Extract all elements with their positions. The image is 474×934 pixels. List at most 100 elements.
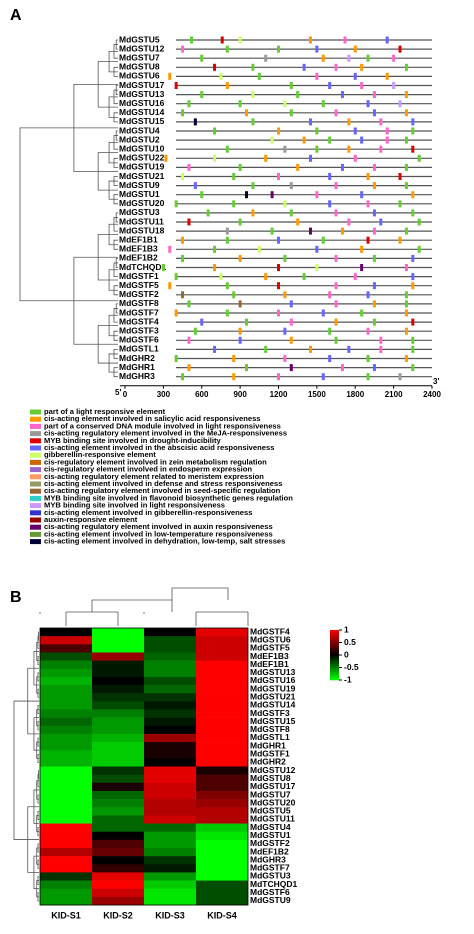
motif xyxy=(321,236,325,244)
motif xyxy=(366,173,370,180)
motif xyxy=(232,373,236,381)
heat-cell xyxy=(92,888,144,898)
motif xyxy=(315,145,319,153)
heat-cell xyxy=(196,782,248,792)
motif xyxy=(411,318,415,326)
motif xyxy=(164,154,168,162)
motif xyxy=(372,254,376,262)
legend-label: cis-acting regulatory element involved i… xyxy=(44,486,281,495)
heat-cell xyxy=(144,660,196,670)
motif xyxy=(277,236,280,244)
heat-cell xyxy=(40,750,92,759)
motif xyxy=(385,127,389,135)
heat-cell xyxy=(144,628,196,637)
heat-cell xyxy=(92,750,144,759)
motif xyxy=(385,36,389,44)
motif xyxy=(411,273,415,281)
heat-cell xyxy=(196,815,248,824)
motif xyxy=(398,100,402,108)
heat-cell xyxy=(144,799,196,808)
axis-end: 3' xyxy=(433,377,439,386)
heat-cell xyxy=(144,733,196,743)
colorbar-segment xyxy=(330,668,339,671)
motif xyxy=(328,355,332,362)
colorbar-segment xyxy=(330,662,339,665)
gene-label: MdGSTU7 xyxy=(119,52,160,62)
motif xyxy=(347,118,351,126)
heat-cell xyxy=(40,717,92,727)
heat-cell xyxy=(40,782,92,792)
motif xyxy=(372,163,376,171)
motif xyxy=(411,336,415,344)
legend-label: cis-regulatory element involved in zein … xyxy=(44,457,267,466)
row-label: MdGSTF3 xyxy=(250,708,290,718)
legend-swatch xyxy=(30,495,41,501)
motif xyxy=(277,373,280,381)
motif xyxy=(213,245,217,253)
motif xyxy=(289,336,293,344)
legend-label: cis-acting element involved in salicylic… xyxy=(44,414,261,423)
heat-cell xyxy=(40,742,92,751)
colorbar-segment xyxy=(330,652,339,655)
motif xyxy=(187,364,191,372)
row-dendrogram xyxy=(13,700,39,840)
motif xyxy=(334,318,338,326)
heat-cell xyxy=(92,799,144,808)
heat-cell xyxy=(144,774,196,784)
motif xyxy=(334,209,338,217)
motif xyxy=(257,245,261,253)
tick-label: 2400 xyxy=(423,390,441,399)
heat-cell xyxy=(40,831,92,841)
motif xyxy=(200,191,204,199)
motif xyxy=(347,218,351,226)
motif xyxy=(264,154,268,162)
heat-cell xyxy=(196,864,248,873)
heat-cell xyxy=(92,636,144,645)
row-label: MdGSTF7 xyxy=(250,863,290,873)
motif xyxy=(213,264,217,271)
panel-label: B xyxy=(10,589,22,606)
motif xyxy=(398,173,402,180)
legend-label: cis-acting element involved in gibberell… xyxy=(44,508,252,517)
heat-cell xyxy=(40,896,92,906)
motif xyxy=(308,227,312,235)
heat-cell xyxy=(92,839,144,849)
heat-cell xyxy=(40,693,92,702)
colorbar-segment xyxy=(330,660,339,663)
legend-swatch xyxy=(30,488,41,494)
row-label: MdEF1B2 xyxy=(250,846,289,856)
gene-label: MdTCHQD1 xyxy=(119,262,166,272)
heat-cell xyxy=(196,896,248,906)
motif xyxy=(238,36,242,44)
heat-cell xyxy=(196,644,248,653)
motif xyxy=(347,345,351,353)
motif xyxy=(340,227,344,235)
heat-cell xyxy=(40,888,92,898)
row-label: MdGSTU9 xyxy=(250,895,291,905)
gene-label: MdGSTU5 xyxy=(119,34,160,44)
heat-cell xyxy=(196,652,248,661)
motif xyxy=(404,291,408,299)
motif xyxy=(385,136,389,144)
motif xyxy=(315,245,319,253)
motif xyxy=(264,54,268,62)
column-label: KID-S4 xyxy=(207,910,237,920)
heat-cell xyxy=(144,807,196,816)
motif xyxy=(360,309,364,317)
motif xyxy=(353,72,357,80)
heat-cell xyxy=(196,709,248,718)
heat-cell xyxy=(196,628,248,637)
motif xyxy=(379,345,383,353)
heat-cell xyxy=(144,709,196,718)
motif xyxy=(181,291,185,299)
motif xyxy=(225,145,229,153)
tick-label: 1200 xyxy=(270,390,288,399)
motif xyxy=(187,300,191,308)
motif xyxy=(277,264,280,271)
motif xyxy=(360,82,364,89)
heat-cell xyxy=(144,880,196,890)
heat-cell xyxy=(40,676,92,686)
row-label: MdGSTU4 xyxy=(250,822,291,832)
legend-swatch xyxy=(30,474,41,480)
heat-cell xyxy=(92,856,144,865)
